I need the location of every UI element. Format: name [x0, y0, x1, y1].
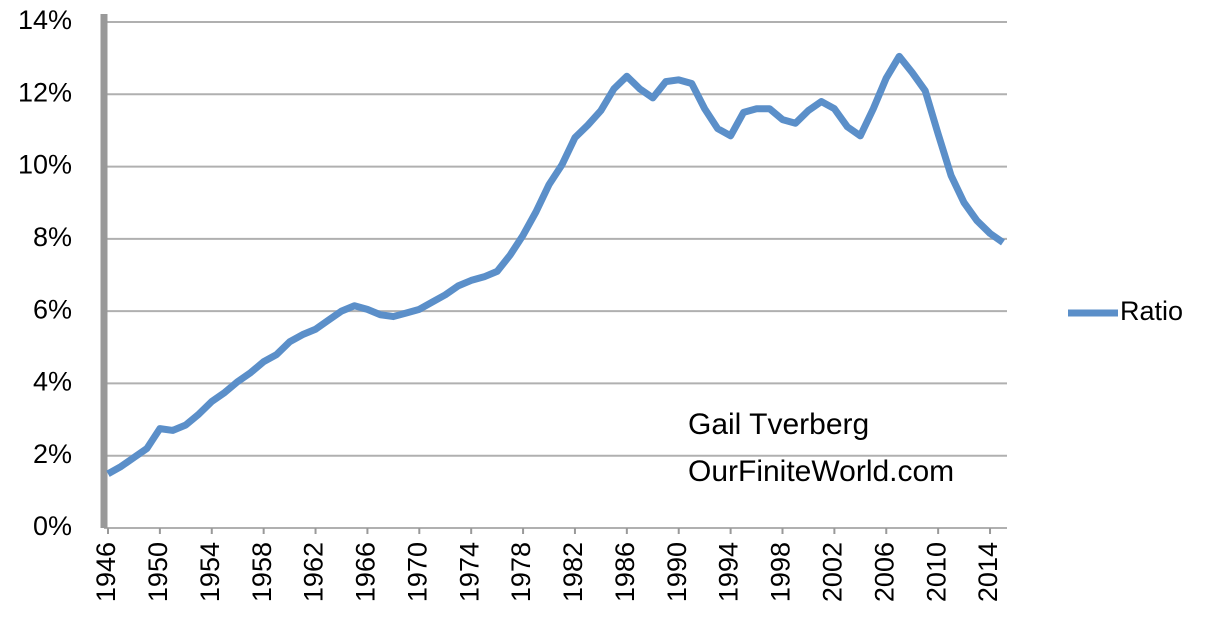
x-tick-label: 2002	[818, 542, 848, 602]
x-tick-label: 1966	[351, 542, 381, 602]
legend-label: Ratio	[1120, 296, 1183, 326]
y-tick-label: 4%	[33, 367, 72, 397]
x-tick-label: 2006	[869, 542, 899, 602]
y-tick-label: 2%	[33, 439, 72, 469]
y-tick-label: 0%	[33, 511, 72, 541]
x-tick-label: 1990	[662, 542, 692, 602]
x-tick-label: 1958	[247, 542, 277, 602]
x-tick-label: 1954	[195, 542, 225, 602]
x-tick-label: 1978	[506, 542, 536, 602]
x-tick-label: 1998	[766, 542, 796, 602]
y-tick-label: 6%	[33, 294, 72, 324]
y-tick-label: 14%	[18, 5, 72, 35]
data-line	[106, 52, 1006, 477]
x-tick-label: 1982	[558, 542, 588, 602]
x-tick-label: 1986	[610, 542, 640, 602]
x-tick-label: 1974	[454, 542, 484, 602]
y-tick-label: 8%	[33, 222, 72, 252]
x-tick-label: 2014	[973, 542, 1003, 602]
x-tick-label: 1970	[402, 542, 432, 602]
x-tick-label: 2010	[921, 542, 951, 602]
x-tick-label: 1946	[91, 542, 121, 602]
x-tick-label: 1994	[714, 542, 744, 602]
x-tick-label: 1962	[299, 542, 329, 602]
y-tick-label: 12%	[18, 77, 72, 107]
annotation: OurFiniteWorld.com	[688, 455, 954, 488]
y-tick-label: 10%	[18, 150, 72, 180]
x-tick-label: 1950	[143, 542, 173, 602]
annotation: Gail Tverberg	[688, 408, 869, 441]
